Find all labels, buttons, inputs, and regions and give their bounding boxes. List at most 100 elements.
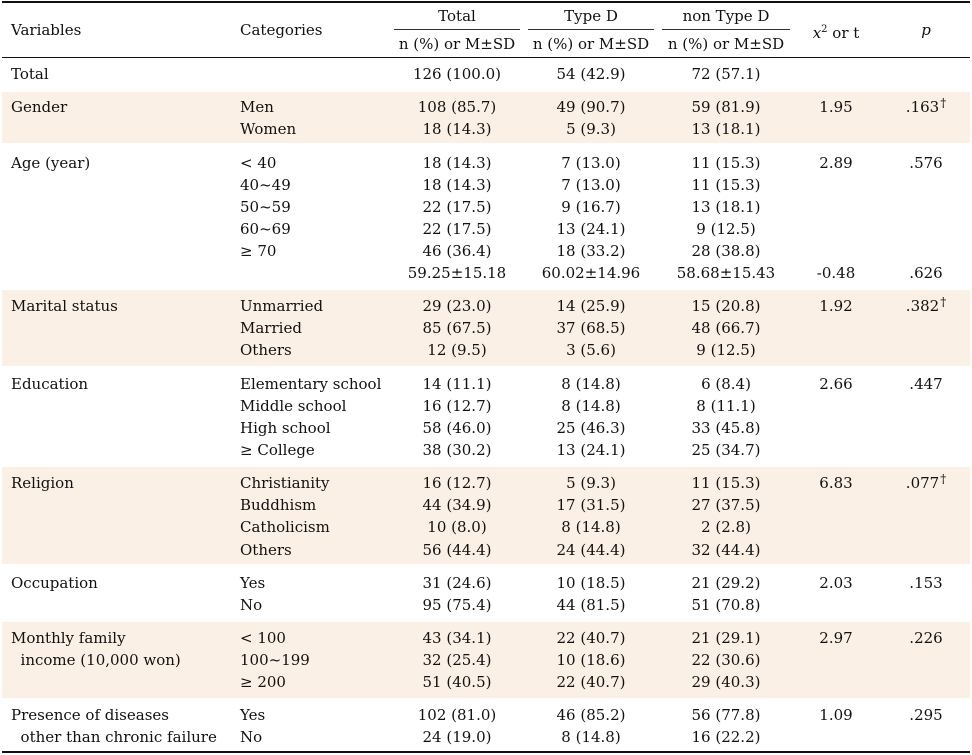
cell-total: 85 (67.5) — [422, 319, 492, 337]
cell-typed: 17 (31.5) — [556, 496, 626, 514]
header-rule — [2, 57, 970, 58]
cell-total: 10 (8.0) — [427, 518, 487, 536]
cell-p: .382† — [905, 295, 947, 315]
cell-total: 14 (11.1) — [422, 375, 492, 393]
header-stat-symbol: x — [812, 24, 822, 42]
cell-nontyped: 13 (18.1) — [691, 120, 761, 138]
cell-typed: 10 (18.6) — [556, 651, 626, 669]
header-categories: Categories — [240, 21, 323, 39]
cell-var: Presence of diseases — [11, 706, 169, 724]
cell-var: Marital status — [11, 297, 118, 315]
dagger-mark: † — [940, 96, 947, 110]
cell-stat: 1.09 — [819, 706, 853, 724]
header-typed: Type D — [564, 7, 618, 25]
cell-p: .295 — [909, 706, 943, 724]
cell-total: 51 (40.5) — [422, 673, 492, 691]
cell-var: Total — [11, 65, 49, 83]
cell-total: 56 (44.4) — [422, 541, 492, 559]
cell-nontyped: 16 (22.2) — [691, 728, 761, 746]
cell-nontyped: 28 (38.8) — [691, 242, 761, 260]
cell-cat: < 40 — [240, 154, 277, 172]
cell-var: Education — [11, 375, 89, 393]
cell-typed: 44 (81.5) — [556, 596, 626, 614]
cell-typed: 54 (42.9) — [556, 65, 626, 83]
cell-cat: Yes — [240, 706, 266, 724]
cell-nontyped: 72 (57.1) — [691, 65, 761, 83]
cell-nontyped: 2 (2.8) — [701, 518, 751, 536]
cell-nontyped: 59 (81.9) — [691, 98, 761, 116]
cell-typed: 22 (40.7) — [556, 673, 626, 691]
dagger-mark: † — [940, 472, 947, 486]
cell-cat: Others — [240, 541, 292, 559]
band-religion — [2, 467, 970, 564]
cell-total: 22 (17.5) — [422, 220, 492, 238]
cell-typed: 14 (25.9) — [556, 297, 626, 315]
header-variables: Variables — [11, 21, 82, 39]
cell-typed: 7 (13.0) — [561, 154, 621, 172]
cell-cat: Catholicism — [240, 518, 330, 536]
cell-nontyped: 32 (44.4) — [691, 541, 761, 559]
cell-cat: No — [240, 596, 263, 614]
cell-cat: Christianity — [240, 474, 330, 492]
cell-stat: 6.83 — [819, 474, 853, 492]
cell-cat: Others — [240, 341, 292, 359]
cell-typed: 13 (24.1) — [556, 441, 626, 459]
cell-nontyped: 15 (20.8) — [691, 297, 761, 315]
cell-cat: Unmarried — [240, 297, 324, 315]
cell-typed: 8 (14.8) — [561, 375, 621, 393]
header-statistic: x2 or t — [790, 20, 882, 43]
cell-total: 58 (46.0) — [422, 419, 492, 437]
cell-var: Age (year) — [11, 154, 91, 172]
cell-p: .226 — [909, 629, 943, 647]
cell-typed: 46 (85.2) — [556, 706, 626, 724]
header-stat-superscript: 2 — [821, 24, 828, 35]
cell-typed: 8 (14.8) — [561, 728, 621, 746]
cell-cat: ≥ 200 — [240, 673, 286, 691]
cell-typed: 22 (40.7) — [556, 629, 626, 647]
cell-stat: 1.95 — [819, 98, 853, 116]
cell-cat: Married — [240, 319, 302, 337]
cell-nontyped: 8 (11.1) — [696, 397, 756, 415]
cell-total: 16 (12.7) — [422, 474, 492, 492]
header-sub-total: n (%) or M±SD — [398, 35, 516, 53]
cell-nontyped: 48 (66.7) — [691, 319, 761, 337]
cell-total: 102 (81.0) — [417, 706, 497, 724]
cell-total: 12 (9.5) — [427, 341, 487, 359]
cell-stat: 2.89 — [819, 154, 853, 172]
cell-nontyped: 11 (15.3) — [691, 154, 761, 172]
top-rule — [2, 1, 970, 3]
cell-nontyped: 11 (15.3) — [691, 176, 761, 194]
cell-total: 22 (17.5) — [422, 198, 492, 216]
cell-typed: 5 (9.3) — [566, 120, 616, 138]
cell-typed: 24 (44.4) — [556, 541, 626, 559]
header-sub-typed: n (%) or M±SD — [532, 35, 650, 53]
cell-stat: 2.03 — [819, 574, 853, 592]
cell-typed: 8 (14.8) — [561, 518, 621, 536]
cell-total: 31 (24.6) — [422, 574, 492, 592]
cell-cat: Elementary school — [240, 375, 382, 393]
cell-typed: 13 (24.1) — [556, 220, 626, 238]
cell-var: Gender — [11, 98, 68, 116]
cell-nontyped: 21 (29.2) — [691, 574, 761, 592]
cell-nontyped: 22 (30.6) — [691, 651, 761, 669]
cell-nontyped: 58.68±15.43 — [676, 264, 776, 282]
cell-cat: High school — [240, 419, 331, 437]
header-nontyped: non Type D — [682, 7, 770, 25]
cell-typed: 37 (68.5) — [556, 319, 626, 337]
cell-nontyped: 25 (34.7) — [691, 441, 761, 459]
cell-total: 16 (12.7) — [422, 397, 492, 415]
cell-nontyped: 13 (18.1) — [691, 198, 761, 216]
cell-typed: 8 (14.8) — [561, 397, 621, 415]
header-sub-nontyped: n (%) or M±SD — [667, 35, 785, 53]
cell-typed: 3 (5.6) — [566, 341, 616, 359]
cell-nontyped: 9 (12.5) — [696, 220, 756, 238]
cell-cat: 60~69 — [240, 220, 291, 238]
cell-cat: 50~59 — [240, 198, 291, 216]
cell-typed: 25 (46.3) — [556, 419, 626, 437]
cell-total: 43 (34.1) — [422, 629, 492, 647]
cell-typed: 9 (16.7) — [561, 198, 621, 216]
subrule-typed — [528, 29, 654, 30]
cell-cat: 100~199 — [240, 651, 310, 669]
cell-cat: Women — [240, 120, 297, 138]
cell-nontyped: 29 (40.3) — [691, 673, 761, 691]
